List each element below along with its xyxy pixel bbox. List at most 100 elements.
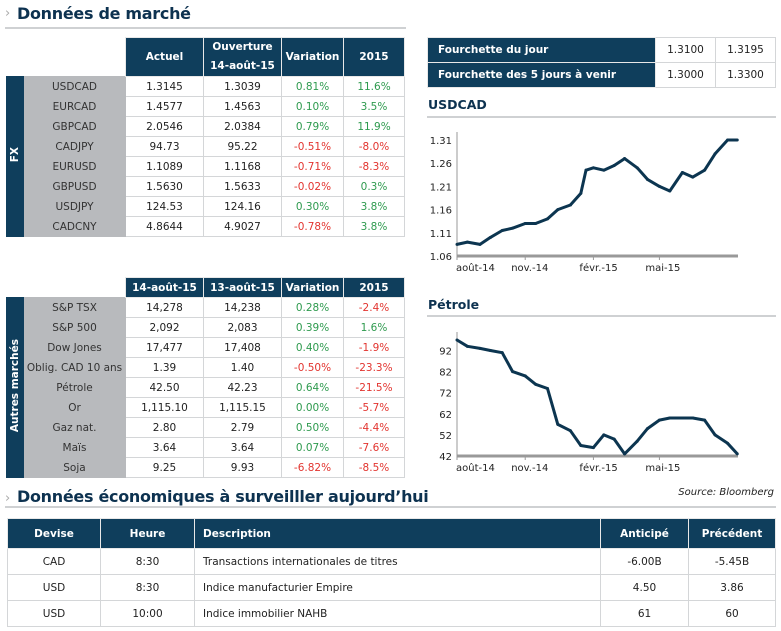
table-row: Dow Jones 17,477 17,408 0.40% -1.9%: [7, 337, 405, 358]
cell-cur: 42.50: [125, 377, 204, 398]
cell-prev: 42.23: [203, 377, 282, 398]
cell-ytd: -8.3%: [343, 156, 405, 177]
cell-open: 1.5633: [203, 176, 282, 197]
cell: 4.50: [600, 574, 689, 601]
data-point: [691, 175, 695, 179]
row-name: Soja: [23, 457, 126, 478]
cell-cur: 124.53: [125, 196, 204, 217]
other-markets-table: 14-août-15 13-août-15 Variation 2015 Aut…: [6, 277, 405, 478]
row-name: EURCAD: [23, 96, 126, 117]
col-header: Description: [194, 518, 601, 549]
range-row: Fourchette des 5 jours à venir 1.3000 1.33…: [427, 62, 776, 88]
cell-cur: 1,115.10: [125, 397, 204, 418]
cell-cur: 1.3145: [125, 76, 204, 97]
cell: 3.86: [688, 574, 776, 601]
data-point: [623, 452, 627, 456]
y-tick-label: 92: [439, 347, 452, 358]
cell-cur: 14,278: [125, 297, 204, 318]
col-header: 13-août-15: [203, 277, 282, 298]
row-name: USDJPY: [23, 196, 126, 217]
data-point: [568, 203, 572, 207]
cell-open: 95.22: [203, 136, 282, 157]
range-low: 1.3100: [655, 37, 716, 63]
table-row: Oblig. CAD 10 ans 1.39 1.40 -0.50% -23.3%: [7, 357, 405, 378]
cell-prev: 14,238: [203, 297, 282, 318]
row-name: Gaz nat.: [23, 417, 126, 438]
data-point: [511, 226, 515, 230]
cell-ytd: -2.4%: [343, 297, 405, 318]
data-point: [534, 222, 538, 226]
data-point: [488, 235, 492, 239]
data-point: [523, 374, 527, 378]
data-point: [713, 152, 717, 156]
col-header: Actuel: [125, 37, 204, 77]
table-row: EURUSD 1.1089 1.1168 -0.71% -8.3%: [7, 156, 405, 177]
data-point: [500, 351, 504, 355]
cell-ytd: -1.9%: [343, 337, 405, 358]
cell: CAD: [7, 548, 101, 575]
chevron-right-icon: ›: [5, 491, 11, 506]
cell-open: 4.9027: [203, 216, 282, 237]
cell-prev: 2.79: [203, 417, 282, 438]
data-point: [735, 452, 739, 456]
cell-prev: 1,115.15: [203, 397, 282, 418]
cell-cur: 1.39: [125, 357, 204, 378]
range-low: 1.3000: [655, 62, 716, 88]
data-point: [478, 346, 482, 350]
cell-ytd: -7.6%: [343, 437, 405, 458]
cell-prev: 17,408: [203, 337, 282, 358]
col-header: 2015: [343, 37, 405, 77]
data-point: [465, 344, 469, 348]
data-point: [612, 164, 616, 168]
row-name: GBPUSD: [23, 176, 126, 197]
cell-open: 124.16: [203, 196, 282, 217]
economic-calendar-table: Devise Heure Description Anticipé Précéd…: [7, 518, 776, 627]
data-point: [534, 382, 538, 386]
cell-prev: 9.93: [203, 457, 282, 478]
data-point: [568, 429, 572, 433]
row-name: CADJPY: [23, 136, 126, 157]
cell-chg: 0.81%: [281, 76, 344, 97]
row-name: Dow Jones: [23, 337, 126, 358]
cell: 8:30: [100, 574, 195, 601]
cell-open: 1.3039: [203, 76, 282, 97]
cell-cur: 1.1089: [125, 156, 204, 177]
col-header: Devise: [7, 518, 101, 549]
cell: -6.00B: [600, 548, 689, 575]
x-tick-label: août-14: [456, 262, 495, 274]
y-tick-label: 1.21: [430, 182, 452, 193]
cell: Transactions internationales de titres: [194, 548, 601, 575]
row-name: Or: [23, 397, 126, 418]
cell-ytd: 3.8%: [343, 196, 405, 217]
data-point: [646, 177, 650, 181]
cell-prev: 3.64: [203, 437, 282, 458]
table-row: USD 8:30 Indice manufacturier Empire 4.50 3.…: [7, 574, 776, 601]
divider: [5, 27, 406, 29]
data-point: [657, 418, 661, 422]
col-header: 2015: [343, 277, 405, 298]
data-point: [602, 433, 606, 437]
cell: 10:00: [100, 600, 195, 627]
table-row: Pétrole 42.50 42.23 0.64% -21.5%: [7, 377, 405, 398]
cell-chg: -0.78%: [281, 216, 344, 237]
data-point: [511, 370, 515, 374]
data-point: [703, 418, 707, 422]
data-point: [646, 427, 650, 431]
cell: USD: [7, 574, 101, 601]
divider: [427, 116, 776, 118]
cell-chg: -0.02%: [281, 176, 344, 197]
data-point: [579, 443, 583, 447]
table-row: USDJPY 124.53 124.16 0.30% 3.8%: [7, 196, 405, 217]
data-point: [500, 228, 504, 232]
data-point: [584, 168, 588, 172]
data-point: [668, 416, 672, 420]
data-point: [668, 189, 672, 193]
data-point: [556, 208, 560, 212]
row-name: GBPCAD: [23, 116, 126, 137]
chevron-right-icon: ›: [5, 6, 11, 21]
cell-cur: 4.8644: [125, 216, 204, 237]
cell-open: 1.1168: [203, 156, 282, 177]
cell-chg: -6.82%: [281, 457, 344, 478]
cell-chg: 0.50%: [281, 417, 344, 438]
divider: [5, 506, 776, 508]
